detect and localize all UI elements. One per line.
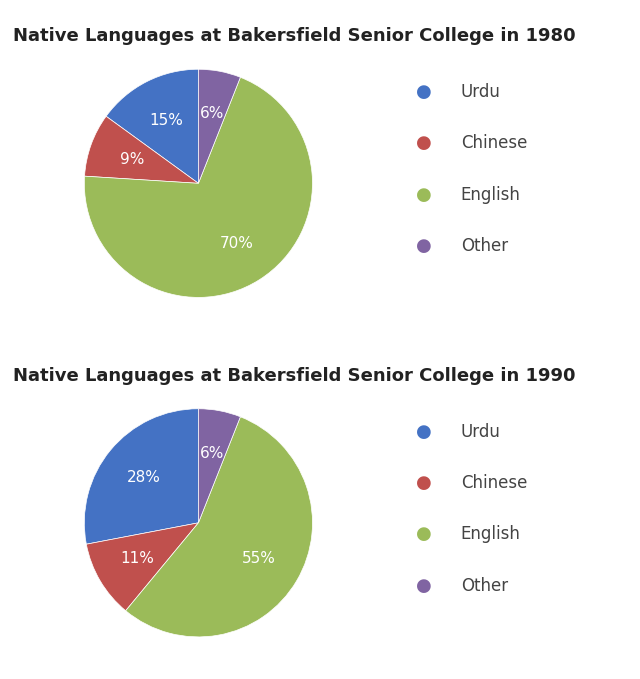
Text: ●: ● — [416, 526, 432, 543]
Text: 70%: 70% — [220, 236, 253, 251]
Text: Urdu: Urdu — [461, 83, 500, 101]
Text: 28%: 28% — [127, 471, 161, 485]
Text: 11%: 11% — [120, 551, 154, 566]
Text: 6%: 6% — [200, 446, 224, 461]
Text: ●: ● — [416, 474, 432, 492]
Wedge shape — [84, 77, 312, 297]
Text: ●: ● — [416, 186, 432, 204]
Text: Other: Other — [461, 576, 508, 595]
Text: ●: ● — [416, 134, 432, 152]
Wedge shape — [198, 69, 241, 183]
Wedge shape — [125, 417, 312, 637]
Text: English: English — [461, 526, 521, 543]
Text: Chinese: Chinese — [461, 134, 527, 152]
Text: ●: ● — [416, 576, 432, 595]
Text: Native Languages at Bakersfield Senior College in 1990: Native Languages at Bakersfield Senior C… — [13, 367, 575, 385]
Wedge shape — [106, 69, 198, 183]
Text: Urdu: Urdu — [461, 422, 500, 441]
Text: ●: ● — [416, 237, 432, 255]
Text: ●: ● — [416, 83, 432, 101]
Wedge shape — [86, 523, 198, 610]
Text: 55%: 55% — [243, 551, 276, 566]
Text: 9%: 9% — [120, 152, 144, 167]
Text: 6%: 6% — [200, 107, 224, 122]
Wedge shape — [198, 409, 241, 523]
Wedge shape — [84, 409, 198, 544]
Wedge shape — [84, 116, 198, 183]
Text: Native Languages at Bakersfield Senior College in 1980: Native Languages at Bakersfield Senior C… — [13, 27, 575, 45]
Text: ●: ● — [416, 422, 432, 441]
Text: Other: Other — [461, 237, 508, 255]
Text: English: English — [461, 186, 521, 204]
Text: Chinese: Chinese — [461, 474, 527, 492]
Text: 15%: 15% — [149, 113, 183, 128]
